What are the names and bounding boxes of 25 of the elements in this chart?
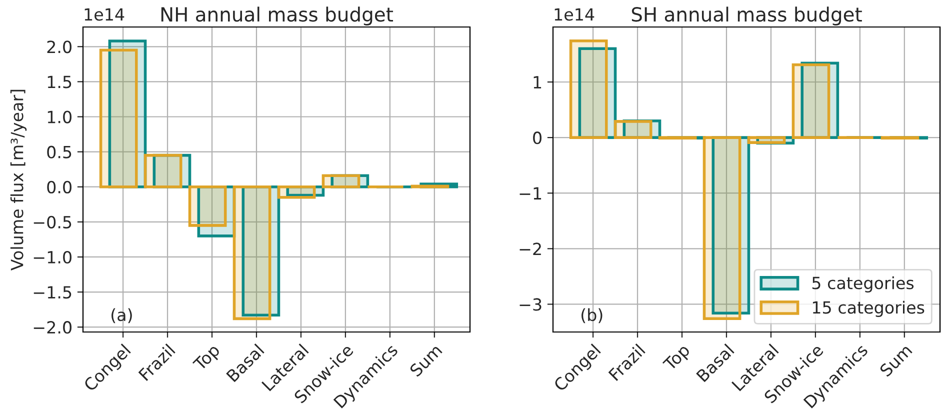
y-tick-label: −2 [520, 242, 541, 255]
text: 1e14 [554, 8, 594, 21]
y-axis-title: Volume flux [m³/year] [10, 90, 27, 270]
annotation: (b) [582, 308, 602, 324]
y-tick-label: −1.5 [34, 286, 72, 299]
y-tick-label: −3 [520, 298, 542, 311]
x-tick-label: Top [662, 343, 693, 374]
y-tick-label: 0 [533, 132, 542, 144]
y-tick-label: −1 [520, 187, 542, 200]
legend-label: 15 categories [812, 300, 924, 317]
text: 1e14 [84, 8, 124, 21]
annotation: (a) [112, 308, 132, 324]
y-tick-label: 1.5 [48, 76, 72, 88]
x-tick-label: Top [192, 343, 223, 374]
y-tick-label: 1.0 [48, 110, 72, 124]
y-tick-label: 0.0 [47, 180, 72, 194]
chart-title: SH annual mass budget [632, 6, 862, 26]
y-tick-label: 0.5 [47, 146, 72, 158]
y-tick-label: 1 [534, 76, 542, 88]
y-tick-label: −1.0 [34, 250, 72, 264]
y-tick-label: −0.5 [34, 216, 72, 228]
y-tick-label: 2.0 [47, 40, 72, 54]
chart-title: NH annual mass budget [161, 6, 394, 26]
legend-label: 5 categories [812, 276, 914, 293]
y-tick-label: −2.0 [34, 321, 72, 334]
